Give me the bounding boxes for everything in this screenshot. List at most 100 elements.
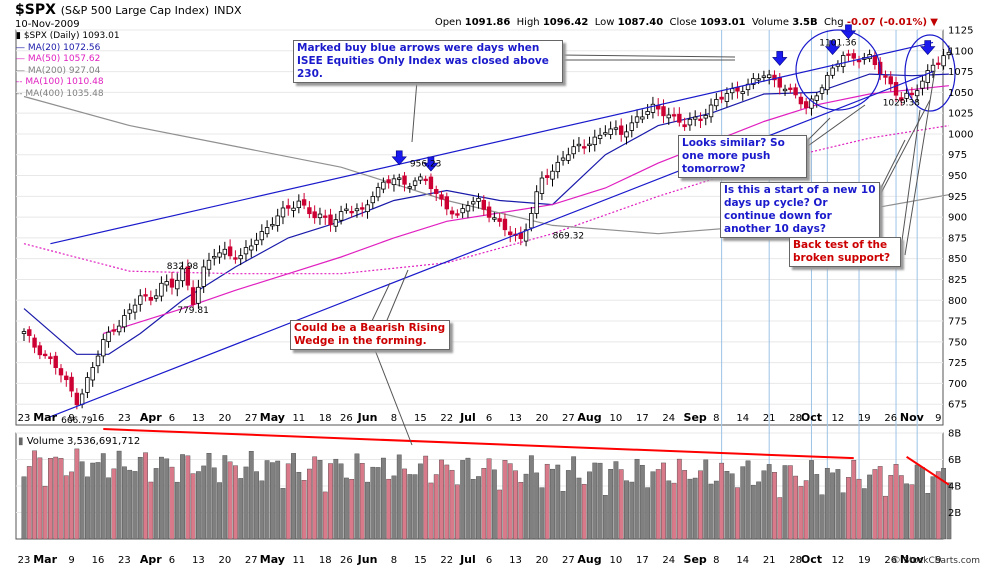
volume-bar — [428, 482, 434, 540]
volume-bar — [587, 471, 592, 540]
symbol: $SPX — [15, 2, 56, 18]
price-tick-label: 950 — [948, 171, 967, 182]
volume-bar — [42, 485, 48, 540]
candle-up — [634, 116, 640, 123]
symbol-description: (S&P 500 Large Cap Index) — [60, 4, 210, 17]
volume-bar — [560, 491, 566, 540]
volume-bar — [48, 457, 53, 540]
candle-up — [122, 315, 127, 328]
chg-value: -0.07 (-0.01%) — [846, 17, 928, 28]
trendline-upper-wedge — [50, 41, 934, 245]
volume-bar — [650, 471, 656, 540]
price-tick-label: 975 — [948, 150, 967, 161]
candle-up — [529, 213, 534, 229]
volume-bar — [375, 467, 381, 540]
close-value: 1093.01 — [699, 17, 746, 28]
volume-bar — [449, 469, 455, 540]
volume-bar — [513, 470, 518, 540]
candle-down — [53, 355, 58, 369]
candle-up — [465, 205, 471, 212]
x-tick-label: 27 — [245, 413, 258, 424]
volume-bar — [687, 478, 693, 540]
note-back-test: Back test of the broken support? — [789, 237, 901, 267]
volume-bar — [238, 478, 244, 540]
volume-label: Volume — [751, 17, 790, 28]
volume-bar — [909, 484, 915, 540]
price-labels: 666.79832.98779.81956.23869.321101.36102… — [61, 39, 920, 426]
x-tick-label: 6 — [486, 555, 492, 566]
candle-down — [143, 294, 148, 297]
volume-bar — [883, 495, 888, 540]
volume-bar — [280, 488, 286, 540]
volume-bar — [380, 457, 386, 540]
x-tick-label: Aug — [577, 411, 601, 424]
candle-up — [344, 208, 349, 211]
candle-down — [386, 179, 391, 184]
volume-bar — [333, 458, 339, 540]
volume-bar — [634, 458, 640, 540]
volume-bar — [232, 465, 238, 540]
volume-bar — [63, 475, 69, 540]
volume-bar — [719, 462, 725, 540]
x-tick-label: 15 — [414, 413, 427, 424]
candle-up — [613, 127, 619, 130]
volume-bar — [729, 473, 735, 540]
volume-bar — [713, 480, 719, 540]
candle-down — [719, 96, 724, 100]
candle-down — [428, 176, 434, 190]
candle-up — [85, 377, 90, 393]
volume-bar — [888, 475, 894, 540]
candle-down — [27, 329, 32, 336]
volume-bar — [904, 483, 909, 540]
volume-bar — [301, 480, 307, 540]
candle-down — [185, 266, 191, 286]
volume-bar — [111, 468, 117, 540]
volume-bar — [750, 484, 756, 540]
candle-up — [729, 88, 735, 94]
candle-up — [687, 118, 693, 126]
volume-bar — [354, 453, 360, 540]
volume-bar — [206, 453, 212, 540]
candle-down — [772, 74, 777, 81]
chg-down-icon: ▼ — [930, 17, 938, 28]
x-tick-label: Oct — [801, 553, 822, 566]
x-tick-label: 11 — [292, 555, 305, 566]
x-tick-label: Oct — [801, 411, 822, 424]
candle-up — [708, 104, 714, 118]
highlight-circle-oct — [795, 29, 881, 111]
volume-bar — [740, 466, 746, 540]
candle-down — [69, 376, 74, 392]
candle-up — [492, 217, 497, 220]
volume-bar — [550, 468, 555, 540]
volume-bar — [655, 469, 661, 540]
candle-up — [291, 207, 296, 211]
x-tick-label: 13 — [509, 413, 522, 424]
ma-line-ma20 — [23, 73, 949, 355]
candle-down — [148, 296, 154, 301]
volume-bar — [275, 460, 281, 540]
x-tick-label: 8 — [713, 413, 719, 424]
buy-arrow-icon — [423, 156, 439, 172]
x-tick-label: 26 — [884, 555, 897, 566]
candle-up — [576, 143, 582, 147]
volume-bar — [396, 454, 402, 540]
volume-bar — [190, 473, 196, 540]
candle-down — [619, 125, 624, 135]
volume-trendline — [103, 428, 854, 460]
candle-down — [360, 207, 365, 210]
x-tick-label: 13 — [192, 555, 205, 566]
price-label: 1029.38 — [883, 99, 920, 109]
pointer-new-cycle — [879, 99, 931, 196]
volume-bar — [518, 481, 524, 540]
candle-down — [286, 205, 291, 209]
x-tick-label: 13 — [509, 555, 522, 566]
volume-bar — [153, 468, 159, 540]
volume-bar — [629, 481, 635, 540]
volume-bar — [735, 487, 740, 540]
candle-up — [539, 177, 545, 194]
candle-down — [312, 211, 317, 219]
volume-bar — [417, 463, 423, 540]
highlight-circle-nov — [904, 34, 956, 112]
volume-bar — [180, 454, 185, 540]
volume-bar — [21, 476, 27, 540]
